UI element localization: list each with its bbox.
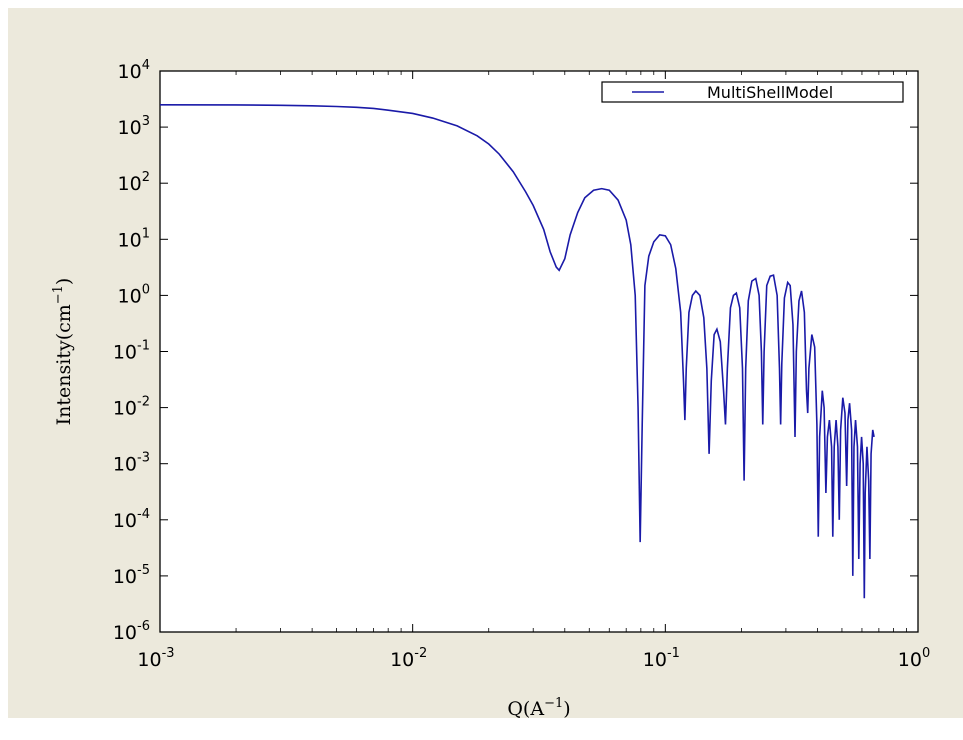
major-ticks: [159, 70, 919, 633]
y-tick-label-exp: 2: [142, 170, 150, 185]
x-tick-label: 100: [898, 646, 930, 671]
y-tick-label-base: 10: [113, 622, 137, 644]
y-tick-label: 10-1: [113, 339, 150, 364]
y-tick-label-base: 10: [118, 173, 142, 195]
x-axis-label: Q(A−1): [507, 696, 570, 720]
legend-box: [601, 81, 904, 103]
x-tick-label-exp: -3: [162, 646, 175, 661]
y-tick-label-exp: -5: [137, 563, 150, 578]
series-line-multishellmodel: [159, 103, 875, 599]
y-tick-label-base: 10: [113, 398, 137, 420]
x-tick-label: 10-3: [137, 646, 174, 671]
y-tick-label-exp: 1: [142, 226, 150, 241]
y-tick-label-exp: -6: [137, 619, 150, 634]
x-tick-label-base: 10: [390, 649, 414, 671]
y-tick-label-exp: 4: [142, 58, 150, 73]
y-tick-label: 100: [118, 282, 150, 307]
legend-label: MultiShellModel: [707, 83, 833, 102]
y-tick-label: 103: [118, 114, 150, 139]
y-tick-label-base: 10: [113, 566, 137, 588]
y-tick-label-base: 10: [113, 342, 137, 364]
y-axis-label-sup: −1: [51, 285, 66, 304]
y-tick-label-base: 10: [113, 510, 137, 532]
y-axis-label-base: Intensity(cm: [53, 304, 75, 425]
y-axis-label-tail: ): [53, 278, 75, 285]
x-tick-label-exp: 0: [922, 646, 930, 661]
x-axis-label-tail: ): [563, 698, 570, 720]
y-tick-label-base: 10: [118, 285, 142, 307]
plot-area: [159, 70, 919, 633]
x-axis-label-base: Q(A: [507, 698, 544, 720]
y-tick-label: 10-6: [113, 619, 150, 644]
x-tick-label-exp: -1: [667, 646, 680, 661]
y-tick-label: 10-5: [113, 563, 150, 588]
y-tick-label-base: 10: [118, 117, 142, 139]
x-axis-label-sup: −1: [544, 696, 563, 711]
y-tick-label: 101: [118, 226, 150, 251]
legend: MultiShellModel: [601, 81, 904, 103]
y-tick-label-exp: -2: [137, 395, 150, 410]
y-tick-label-base: 10: [113, 454, 137, 476]
y-tick-label: 102: [118, 170, 150, 195]
y-axis-label: Intensity(cm−1): [51, 278, 75, 426]
x-tick-label: 10-1: [643, 646, 680, 671]
x-tick-label: 10-2: [390, 646, 427, 671]
y-tick-label-exp: 0: [142, 282, 150, 297]
x-tick-label-base: 10: [898, 649, 922, 671]
y-tick-label: 10-4: [113, 507, 150, 532]
minor-ticks: [235, 71, 907, 632]
y-tick-label: 10-2: [113, 395, 150, 420]
y-tick-label-exp: -3: [137, 451, 150, 466]
x-tick-label-base: 10: [137, 649, 161, 671]
x-tick-label-base: 10: [643, 649, 667, 671]
y-tick-label: 10-3: [113, 451, 150, 476]
y-tick-label-base: 10: [118, 229, 142, 251]
tick-labels: 10-3 10-2 10-1 10010-610-510-410-310-210-11…: [113, 58, 930, 671]
y-tick-label-exp: -1: [137, 339, 150, 354]
y-tick-label-exp: -4: [137, 507, 150, 522]
y-tick-label: 104: [118, 58, 150, 83]
y-tick-label-exp: 3: [142, 114, 150, 129]
x-tick-label-exp: -2: [414, 646, 427, 661]
y-tick-label-base: 10: [118, 61, 142, 83]
